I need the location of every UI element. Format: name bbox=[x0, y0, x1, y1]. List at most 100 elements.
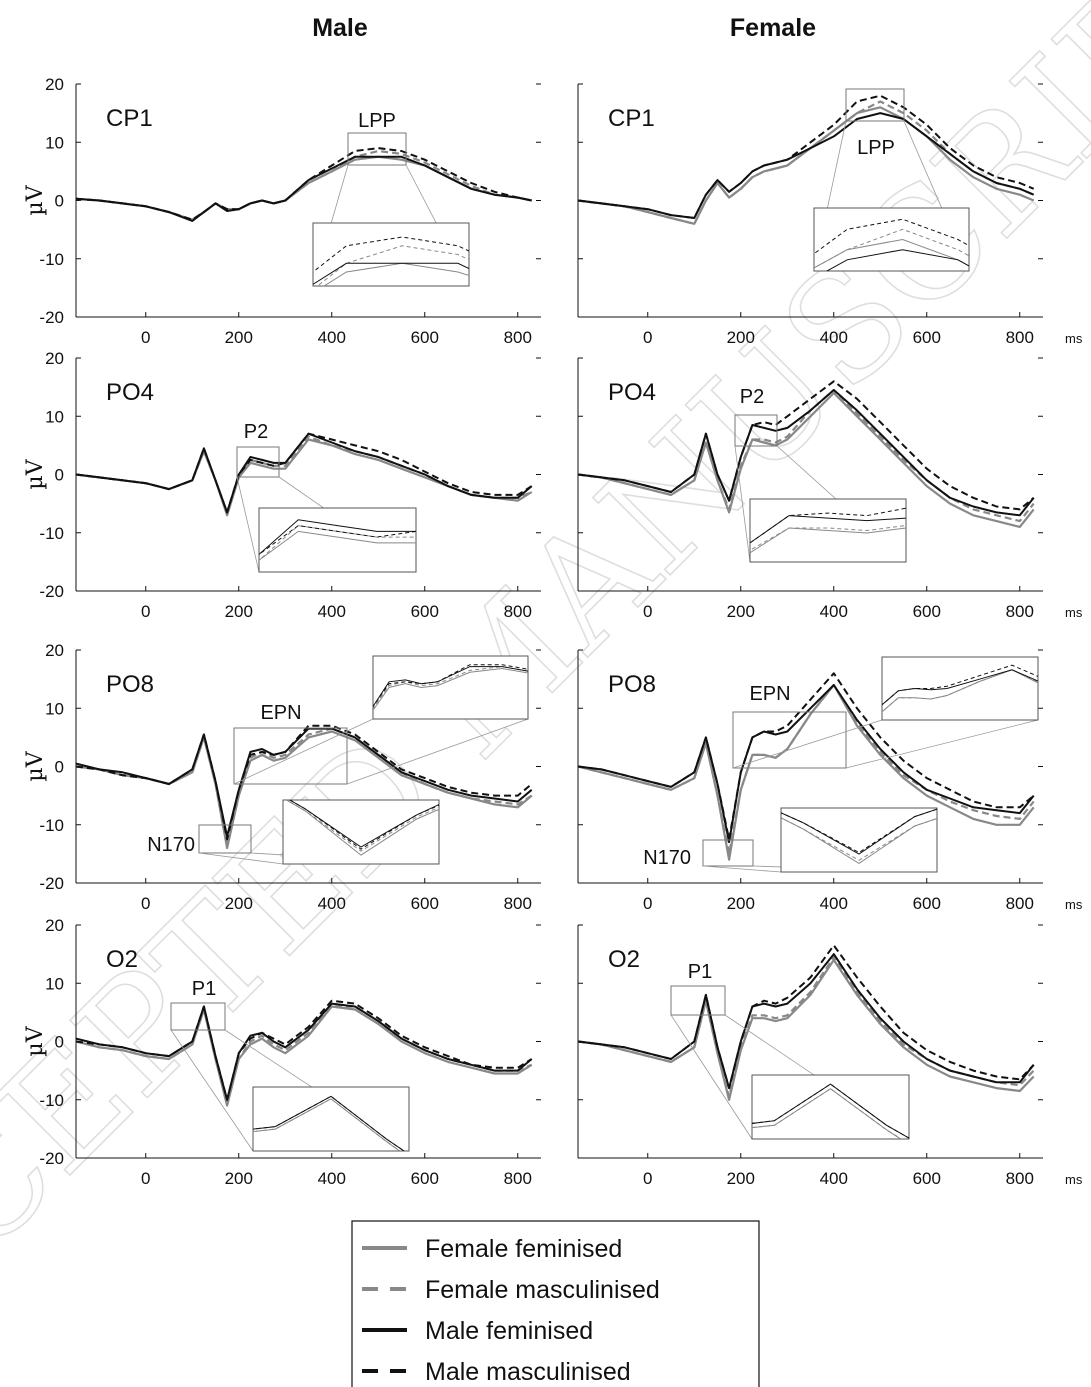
y-axis-label: µV bbox=[23, 1025, 48, 1056]
x-tick-label: 800 bbox=[504, 1169, 532, 1188]
zoom-inset-box bbox=[258, 507, 417, 573]
series-line-male-masculinised bbox=[76, 147, 532, 221]
y-axis-label: µV bbox=[23, 458, 48, 489]
x-tick-label: 800 bbox=[1006, 602, 1034, 621]
y-tick-label: 10 bbox=[45, 974, 64, 993]
x-tick-label: 600 bbox=[913, 894, 941, 913]
x-unit-label: ms bbox=[1065, 605, 1083, 620]
x-tick-label: 800 bbox=[504, 328, 532, 347]
zoom-inset-box bbox=[282, 799, 440, 865]
x-tick-label: 800 bbox=[1006, 894, 1034, 913]
zoom-inset-box bbox=[813, 207, 970, 272]
series-line-female-feminised bbox=[76, 438, 533, 517]
x-tick-label: 400 bbox=[820, 328, 848, 347]
x-tick-label: 200 bbox=[225, 602, 253, 621]
series-line-male-feminised bbox=[76, 155, 532, 222]
channel-label: PO8 bbox=[106, 671, 154, 698]
y-axis-label: µV bbox=[23, 184, 48, 215]
series-line-female-masculinised bbox=[578, 683, 1035, 855]
series-line-female-masculinised bbox=[76, 435, 533, 514]
x-tick-label: 0 bbox=[643, 894, 652, 913]
channel-label: PO8 bbox=[608, 671, 656, 698]
legend-label-female-masculinised: Female masculinised bbox=[425, 1276, 660, 1304]
channel-label: PO4 bbox=[608, 379, 656, 406]
channel-label: CP1 bbox=[106, 105, 153, 132]
x-tick-label: 600 bbox=[411, 894, 439, 913]
zoom-inset bbox=[813, 120, 970, 272]
x-tick-label: 400 bbox=[318, 328, 346, 347]
channel-label: PO4 bbox=[106, 379, 154, 406]
x-tick-label: 200 bbox=[225, 328, 253, 347]
x-tick-label: 600 bbox=[913, 602, 941, 621]
series-line-male-masculinised bbox=[578, 380, 1035, 511]
legend-label-female-feminised: Female feminised bbox=[425, 1235, 622, 1263]
x-tick-label: 600 bbox=[411, 1169, 439, 1188]
component-label: P2 bbox=[244, 421, 268, 443]
zoom-inset bbox=[732, 656, 1039, 769]
x-tick-label: 200 bbox=[727, 602, 755, 621]
zoom-inset bbox=[198, 799, 440, 865]
series-group bbox=[76, 147, 532, 222]
x-tick-label: 600 bbox=[913, 328, 941, 347]
x-tick-label: 200 bbox=[727, 328, 755, 347]
x-tick-label: 600 bbox=[913, 1169, 941, 1188]
x-tick-label: 200 bbox=[727, 894, 755, 913]
zoom-inset bbox=[702, 807, 938, 873]
panel-female-po8: 0 200 400 600 800 ms PO8 EPN N170 bbox=[577, 649, 1083, 913]
y-tick-label: 10 bbox=[45, 407, 64, 426]
y-tick-label: -20 bbox=[39, 582, 64, 601]
component-label: N170 bbox=[643, 847, 691, 869]
x-tick-label: 400 bbox=[820, 1169, 848, 1188]
component-box bbox=[732, 711, 847, 769]
x-tick-label: 400 bbox=[820, 894, 848, 913]
component-box bbox=[347, 132, 407, 166]
inset-line-male-feminised bbox=[882, 669, 1038, 706]
x-tick-label: 0 bbox=[643, 328, 652, 347]
legend-box bbox=[351, 1220, 760, 1387]
x-tick-label: 800 bbox=[504, 894, 532, 913]
zoom-inset bbox=[312, 164, 470, 287]
y-tick-label: -20 bbox=[39, 308, 64, 327]
y-tick-label: 10 bbox=[45, 699, 64, 718]
series-group bbox=[578, 672, 1035, 861]
x-tick-label: 400 bbox=[318, 602, 346, 621]
series-line-male-masculinised bbox=[76, 999, 533, 1101]
component-label: LPP bbox=[857, 137, 895, 159]
zoom-inset bbox=[734, 445, 907, 563]
channel-label: O2 bbox=[106, 946, 138, 973]
panel-female-o2: 0 200 400 600 800 ms O2 P1 bbox=[577, 924, 1083, 1188]
column-title-male: Male bbox=[312, 14, 368, 42]
inset-line-female-feminised bbox=[373, 667, 528, 712]
inset-line-male-feminised bbox=[373, 666, 528, 708]
series-group bbox=[578, 944, 1035, 1101]
y-tick-label: -20 bbox=[39, 1149, 64, 1168]
y-tick-label: 20 bbox=[45, 916, 64, 935]
y-tick-label: -10 bbox=[39, 816, 64, 835]
component-label: P2 bbox=[740, 386, 764, 408]
series-group bbox=[76, 999, 533, 1107]
component-box bbox=[702, 839, 754, 867]
inset-line-male-feminised bbox=[259, 519, 416, 556]
x-tick-label: 200 bbox=[225, 1169, 253, 1188]
column-title-female: Female bbox=[730, 14, 816, 42]
panel-female-po4: 0 200 400 600 800 ms PO4 P2 bbox=[577, 357, 1083, 621]
inset-line-female-feminised bbox=[750, 527, 906, 554]
x-tick-label: 800 bbox=[1006, 1169, 1034, 1188]
legend-label-male-feminised: Male feminised bbox=[425, 1317, 593, 1345]
zoom-inset-box bbox=[751, 1074, 910, 1140]
y-tick-label: -10 bbox=[39, 250, 64, 269]
y-tick-label: -10 bbox=[39, 1091, 64, 1110]
component-label: N170 bbox=[147, 834, 195, 856]
inset-line-male-feminised bbox=[750, 515, 906, 544]
series-line-female-feminised bbox=[578, 958, 1035, 1101]
inset-line-male-masculinised bbox=[882, 664, 1038, 706]
x-tick-label: 0 bbox=[141, 602, 150, 621]
x-tick-label: 600 bbox=[411, 328, 439, 347]
y-tick-label: 0 bbox=[55, 466, 64, 485]
series-line-male-masculinised bbox=[578, 94, 1035, 219]
series-line-male-masculinised bbox=[76, 432, 533, 514]
component-label: LPP bbox=[358, 110, 396, 132]
